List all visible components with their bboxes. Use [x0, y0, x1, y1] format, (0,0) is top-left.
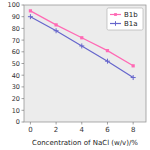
y-tick-label: 30	[12, 83, 20, 91]
x-tick	[107, 122, 108, 125]
x-tick	[56, 122, 57, 125]
y-tick-label: 100	[8, 1, 20, 9]
x-tick	[30, 122, 31, 125]
x-tick-label: 4	[80, 126, 85, 134]
y-tick	[22, 98, 25, 99]
point	[106, 49, 109, 52]
x-tick	[81, 122, 82, 125]
legend-label: B1b	[124, 11, 138, 19]
y-tick-label: 50	[12, 60, 20, 68]
x-tick-label: 0	[28, 126, 32, 134]
x-tick-label: 6	[105, 126, 110, 134]
legend-swatch	[110, 14, 121, 15]
y-tick	[22, 16, 25, 17]
y-tick-label: 70	[12, 37, 20, 45]
y-tick	[22, 5, 25, 6]
point	[105, 59, 110, 64]
plot-area	[24, 5, 146, 122]
legend: B1bB1a	[107, 8, 143, 30]
point	[131, 75, 136, 80]
point	[132, 64, 135, 67]
point	[28, 14, 33, 19]
y-tick	[22, 40, 25, 41]
y-tick-label: 0	[16, 118, 20, 126]
legend-marker	[113, 21, 118, 26]
y-tick	[22, 122, 25, 123]
legend-marker	[114, 13, 117, 16]
y-tick	[22, 28, 25, 29]
y-tick	[22, 63, 25, 64]
chart-container: 024680102030405060708090100Concentration…	[0, 0, 150, 150]
point	[55, 23, 58, 26]
y-tick-label: 90	[12, 13, 20, 21]
x-axis-label: Concentration of NaCl (w/v)/%	[32, 139, 138, 147]
y-tick-label: 40	[12, 72, 20, 80]
y-tick	[22, 75, 25, 76]
point	[79, 43, 84, 48]
y-tick-label: 60	[12, 48, 20, 56]
point	[54, 28, 59, 33]
legend-label: B1a	[124, 20, 138, 28]
y-tick	[22, 51, 25, 52]
chart-svg: 024680102030405060708090100Concentration…	[0, 0, 150, 150]
y-tick-label: 20	[12, 95, 20, 103]
x-tick	[133, 122, 134, 125]
point	[29, 9, 32, 12]
y-tick-label: 10	[12, 107, 20, 115]
y-tick	[22, 86, 25, 87]
legend-box	[107, 8, 143, 30]
series	[28, 14, 136, 80]
y-tick-label: 80	[12, 25, 20, 33]
y-tick	[22, 110, 25, 111]
x-tick-label: 2	[54, 126, 58, 134]
x-tick-label: 8	[131, 126, 135, 134]
point	[80, 36, 83, 39]
